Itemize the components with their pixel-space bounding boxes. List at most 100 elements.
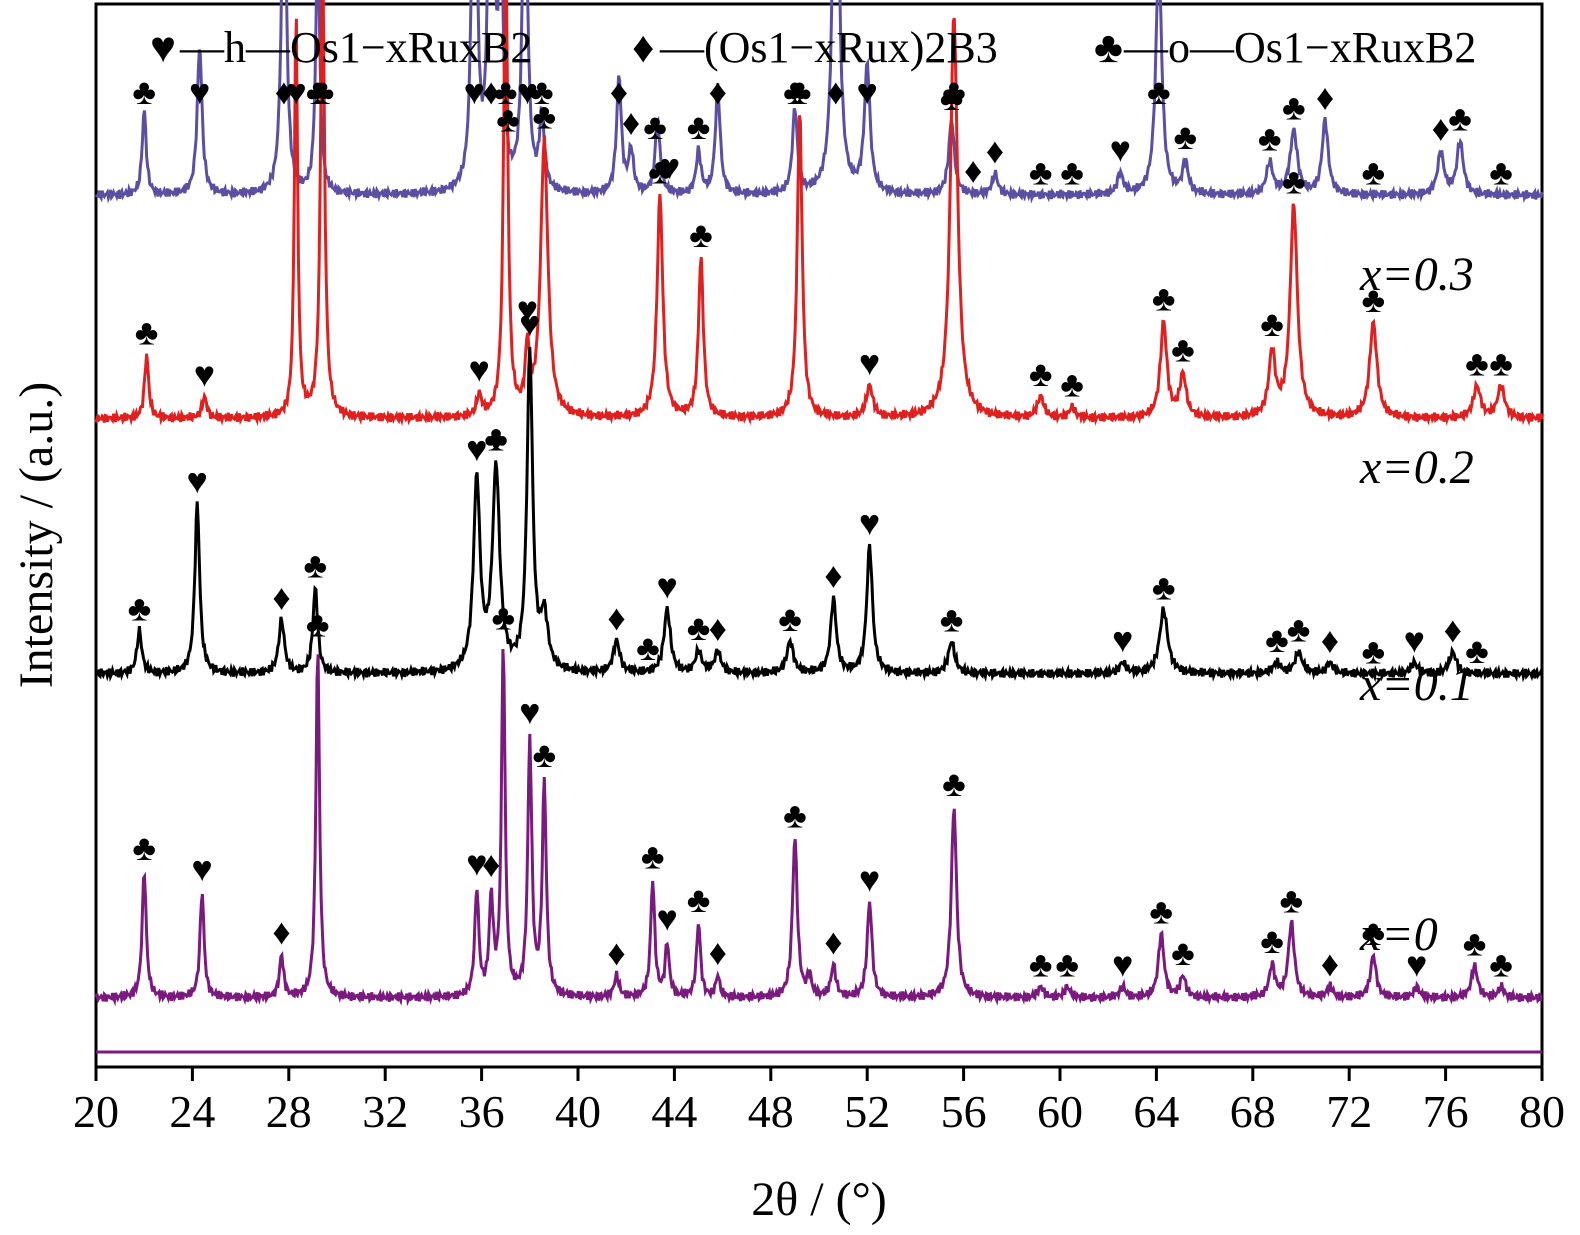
phase-marker: ♣: [306, 72, 330, 112]
phase-marker: ♣: [1489, 153, 1513, 193]
phase-marker: ♣: [532, 735, 556, 775]
phase-marker: ♣: [1149, 891, 1173, 931]
phase-marker: ♣: [132, 72, 156, 112]
phase-marker: ♣: [1489, 343, 1513, 383]
x-tick-label: 72: [1326, 1086, 1372, 1137]
phase-marker: ♥: [466, 844, 487, 884]
phase-marker: ♥: [857, 72, 878, 112]
phase-marker: ♣: [1260, 921, 1284, 961]
phase-marker: ♦: [1321, 944, 1339, 984]
phase-marker: ♥: [859, 859, 880, 899]
phase-marker: ♣: [496, 100, 520, 140]
x-tick-label: 32: [362, 1086, 408, 1137]
phase-marker: ♥: [1110, 130, 1131, 170]
phase-marker: ♣: [1361, 913, 1385, 953]
series-line-0: [94, 0, 1544, 204]
phase-marker: ♥: [466, 429, 487, 469]
x-axis-ticks: 20 24 28 32 36 40 44 48 52 56 60 64 68 72 76 80: [73, 1067, 1565, 1137]
phase-marker: ♦: [607, 598, 625, 638]
phase-marker: ♥: [187, 461, 208, 501]
phase-marker: ♣: [1174, 117, 1198, 157]
phase-marker: ♣: [1260, 304, 1284, 344]
phase-marker: ♥: [464, 72, 485, 112]
phase-marker: ♥: [1112, 944, 1133, 984]
phase-marker: ♣: [1029, 354, 1053, 394]
x-tick-label: 56: [941, 1086, 987, 1137]
phase-marker: ♥: [656, 567, 677, 607]
phase-marker: ♣: [1258, 119, 1282, 159]
phase-marker: ♣: [494, 72, 518, 112]
phase-marker: ♦: [487, 419, 505, 459]
x-tick-label: 28: [266, 1086, 312, 1137]
x-axis-label: 2θ / (°): [751, 1173, 887, 1226]
phase-marker: ♥: [1404, 621, 1425, 661]
phase-marker: ♥: [1112, 620, 1133, 660]
phase-marker: ♣: [940, 599, 964, 639]
phase-marker: ♣: [532, 97, 556, 137]
series-label-2: x=0.1: [1359, 658, 1474, 711]
phase-marker: ♣: [687, 107, 711, 147]
phase-marker: ♦: [607, 933, 625, 973]
legend-diamond-icon: ♦: [632, 23, 654, 72]
phase-marker: ♣: [128, 589, 152, 629]
legend-entry-h: —h—Os1−xRuxB2: [179, 23, 532, 72]
phase-marker: ♣: [1465, 631, 1489, 671]
phase-marker: ♣: [1152, 279, 1176, 319]
phase-marker: ♣: [484, 419, 508, 459]
x-tick-label: 24: [169, 1086, 215, 1137]
phase-marker: ♦: [709, 72, 727, 112]
x-tick-label: 68: [1230, 1086, 1276, 1137]
phase-marker: ♣: [942, 72, 966, 112]
phase-marker: ♣: [1448, 98, 1472, 138]
phase-marker: ♣: [1463, 924, 1487, 964]
phase-marker: ♣: [1280, 880, 1304, 920]
legend-heart-icon: ♥: [150, 23, 176, 72]
phase-marker: ♦: [709, 609, 727, 649]
series-label-3: x=0: [1359, 908, 1438, 961]
phase-marker: ♣: [1282, 87, 1306, 127]
x-tick-label: 64: [1133, 1086, 1179, 1137]
phase-marker: ♥: [285, 72, 306, 112]
x-tick-label: 44: [651, 1086, 697, 1137]
phase-marker: ♦: [986, 131, 1004, 171]
phase-marker: ♥: [189, 72, 210, 112]
phase-marker: ♦: [272, 577, 290, 617]
phase-marker: ♥: [659, 147, 680, 187]
phase-marker: ♣: [1055, 945, 1079, 985]
phase-marker: ♣: [1060, 365, 1084, 405]
phase-marker: ♦: [610, 72, 628, 112]
series-label-0: x=0.3: [1359, 248, 1474, 301]
phase-marker: ♣: [1152, 568, 1176, 608]
phase-marker: ♣: [648, 152, 672, 192]
phase-marker: ♣: [1287, 610, 1311, 650]
phase-marker: ♥: [519, 304, 540, 344]
series-label-1: x=0.2: [1359, 441, 1474, 494]
phase-marker: ♥: [519, 692, 540, 732]
phase-marker: ♦: [964, 150, 982, 190]
phase-marker: ♣: [1171, 933, 1195, 973]
legend-entry-d: —(Os1−xRux)2B3: [659, 23, 998, 72]
phase-marker: ♥: [656, 899, 677, 939]
plot-frame: [94, 2, 1544, 1069]
phase-marker: ♣: [788, 72, 812, 112]
phase-marker: ♥: [194, 355, 215, 395]
phase-marker: ♦: [824, 556, 842, 596]
legend: —h—Os1−xRuxB2 —(Os1−xRux)2B3 —o—Os1−xRux…: [150, 23, 1476, 72]
phase-marker: ♦: [1316, 77, 1334, 117]
series-line-1: [94, 0, 1544, 427]
x-tick-label: 20: [73, 1086, 119, 1137]
phase-marker: ♥: [469, 350, 490, 390]
phase-marker: ♣: [643, 107, 667, 147]
phase-marker: ♣: [1265, 620, 1289, 660]
phase-marker: ♦: [272, 912, 290, 952]
phase-marker: ♥: [859, 343, 880, 383]
phase-marker: ♥: [517, 72, 538, 112]
x-tick-label: 60: [1037, 1086, 1083, 1137]
phase-marker: ♣: [636, 628, 660, 668]
phase-marker: ♣: [1465, 343, 1489, 383]
series-line-3: [94, 649, 1543, 1007]
phase-marker: ♣: [942, 764, 966, 804]
phase-marker: ♣: [1060, 152, 1084, 192]
series-curves: [94, 0, 1544, 1007]
